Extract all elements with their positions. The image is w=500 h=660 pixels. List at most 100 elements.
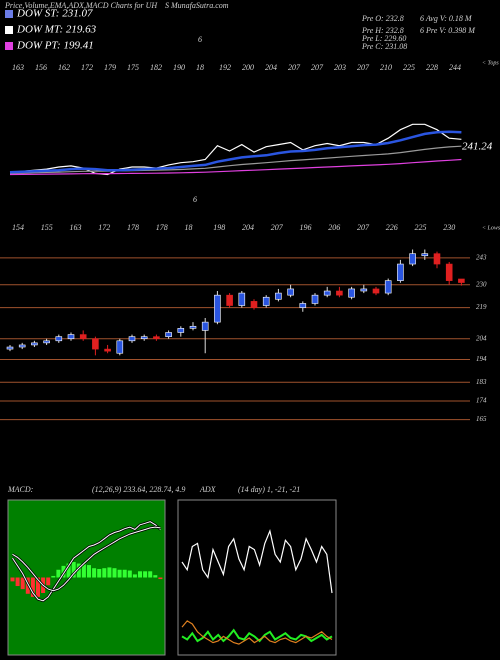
low-label: 226 [386,223,398,232]
candle-body [238,292,246,306]
candle-body [6,346,14,350]
macd-bar [15,577,20,587]
candle-body [409,253,416,265]
macd-bar [102,568,107,578]
candle-body [140,336,148,340]
macd-bar [158,577,163,580]
candle-body [372,288,380,294]
low-label: 225 [415,223,427,232]
candle-body [79,334,87,340]
macd-bar [81,564,86,578]
macd-line [12,521,161,602]
top-label: 190 [173,63,185,72]
ema-line [9,158,462,176]
top-label: 182 [150,63,162,72]
macd-bar [122,569,127,578]
low-label: 230 [443,223,455,232]
top-label: 156 [35,63,47,72]
quote: Pre H: 232.8 [361,26,404,35]
y-tick-label: 204 [476,334,487,342]
top-label: 207 [288,63,301,72]
top-label: 175 [127,63,139,72]
candle-body [433,253,441,265]
candle-body [18,344,26,348]
top-label: 18 [196,63,204,72]
low-label: 178 [127,223,139,232]
candle-body [250,301,258,308]
top-label: 210 [380,63,392,72]
y-tick-label: 230 [476,280,487,288]
low-label: 206 [328,223,340,232]
macd-bar [127,570,132,578]
macd-bar [107,567,112,578]
macd-bar [56,569,61,578]
macd-bar [117,569,122,578]
top-label: 163 [12,63,24,72]
annotation: 6 [198,35,202,44]
candle-body [165,332,172,337]
adx-subtitle: (14 day) 1, -21, -21 [238,485,300,494]
candle-body [214,294,221,323]
top-label: 179 [104,63,116,72]
candle-body [201,321,209,331]
macd-bar [87,565,91,578]
candle-body [397,263,404,281]
candle-body [287,288,294,296]
legend-label: DOW MT: 219.63 [16,24,97,36]
candle-body [299,303,307,308]
macd-bar [71,562,76,578]
candle-body [226,294,233,306]
macd-bar [97,568,102,578]
candle-body [323,290,331,296]
macd-title: MACD: [7,485,34,494]
low-label: 204 [242,223,254,232]
top-label: 162 [58,63,70,72]
y-tick-label: 165 [476,415,487,423]
page-title: Price,Volume,EMA,ADX,MACD Charts for UH [4,1,158,10]
adx-line [181,529,333,594]
candle-body [336,290,343,296]
low-label: 154 [12,223,24,232]
candle-body [31,342,38,346]
low-label: 163 [70,223,82,232]
candle-body [275,292,282,300]
candle-body [67,334,75,340]
adx-frame [177,499,337,656]
y-tick-label: 174 [476,397,487,405]
top-label: 207 [311,63,324,72]
adx-line [181,620,333,645]
macd-bar [66,563,71,578]
candle-body [43,340,50,344]
candle-body [177,328,185,333]
candle-body [92,338,99,350]
macd-bar [92,568,97,578]
macd-bar [10,577,15,582]
macd-bar [143,571,148,578]
top-label: 207 [357,63,370,72]
y-tick-label: 219 [476,303,487,311]
quote: Pre C: 231.08 [361,42,407,51]
top-label: 225 [403,63,415,72]
y-tick-label: 183 [476,378,487,386]
macd-bar [46,577,51,586]
candle-body [421,253,429,257]
quote: 6 Avg V: 0.18 M [420,14,473,23]
legend-swatch [5,42,13,50]
top-label: 192 [219,63,231,72]
quote: Pre L: 229.60 [361,34,406,43]
macd-bar [148,571,153,578]
annotation: 6 [193,195,197,204]
top-label: 172 [81,63,93,72]
legend-label: DOW PT: 199.41 [16,40,94,52]
low-label: 18 [185,223,193,232]
candle-body [311,294,319,304]
ema-line [9,145,462,174]
low-label: 196 [300,223,312,232]
macd-bar [153,575,158,578]
candle-body [128,336,136,342]
low-caption: < Lows [482,225,500,231]
macd-bar [138,571,142,578]
y-tick-label: 194 [476,355,487,363]
